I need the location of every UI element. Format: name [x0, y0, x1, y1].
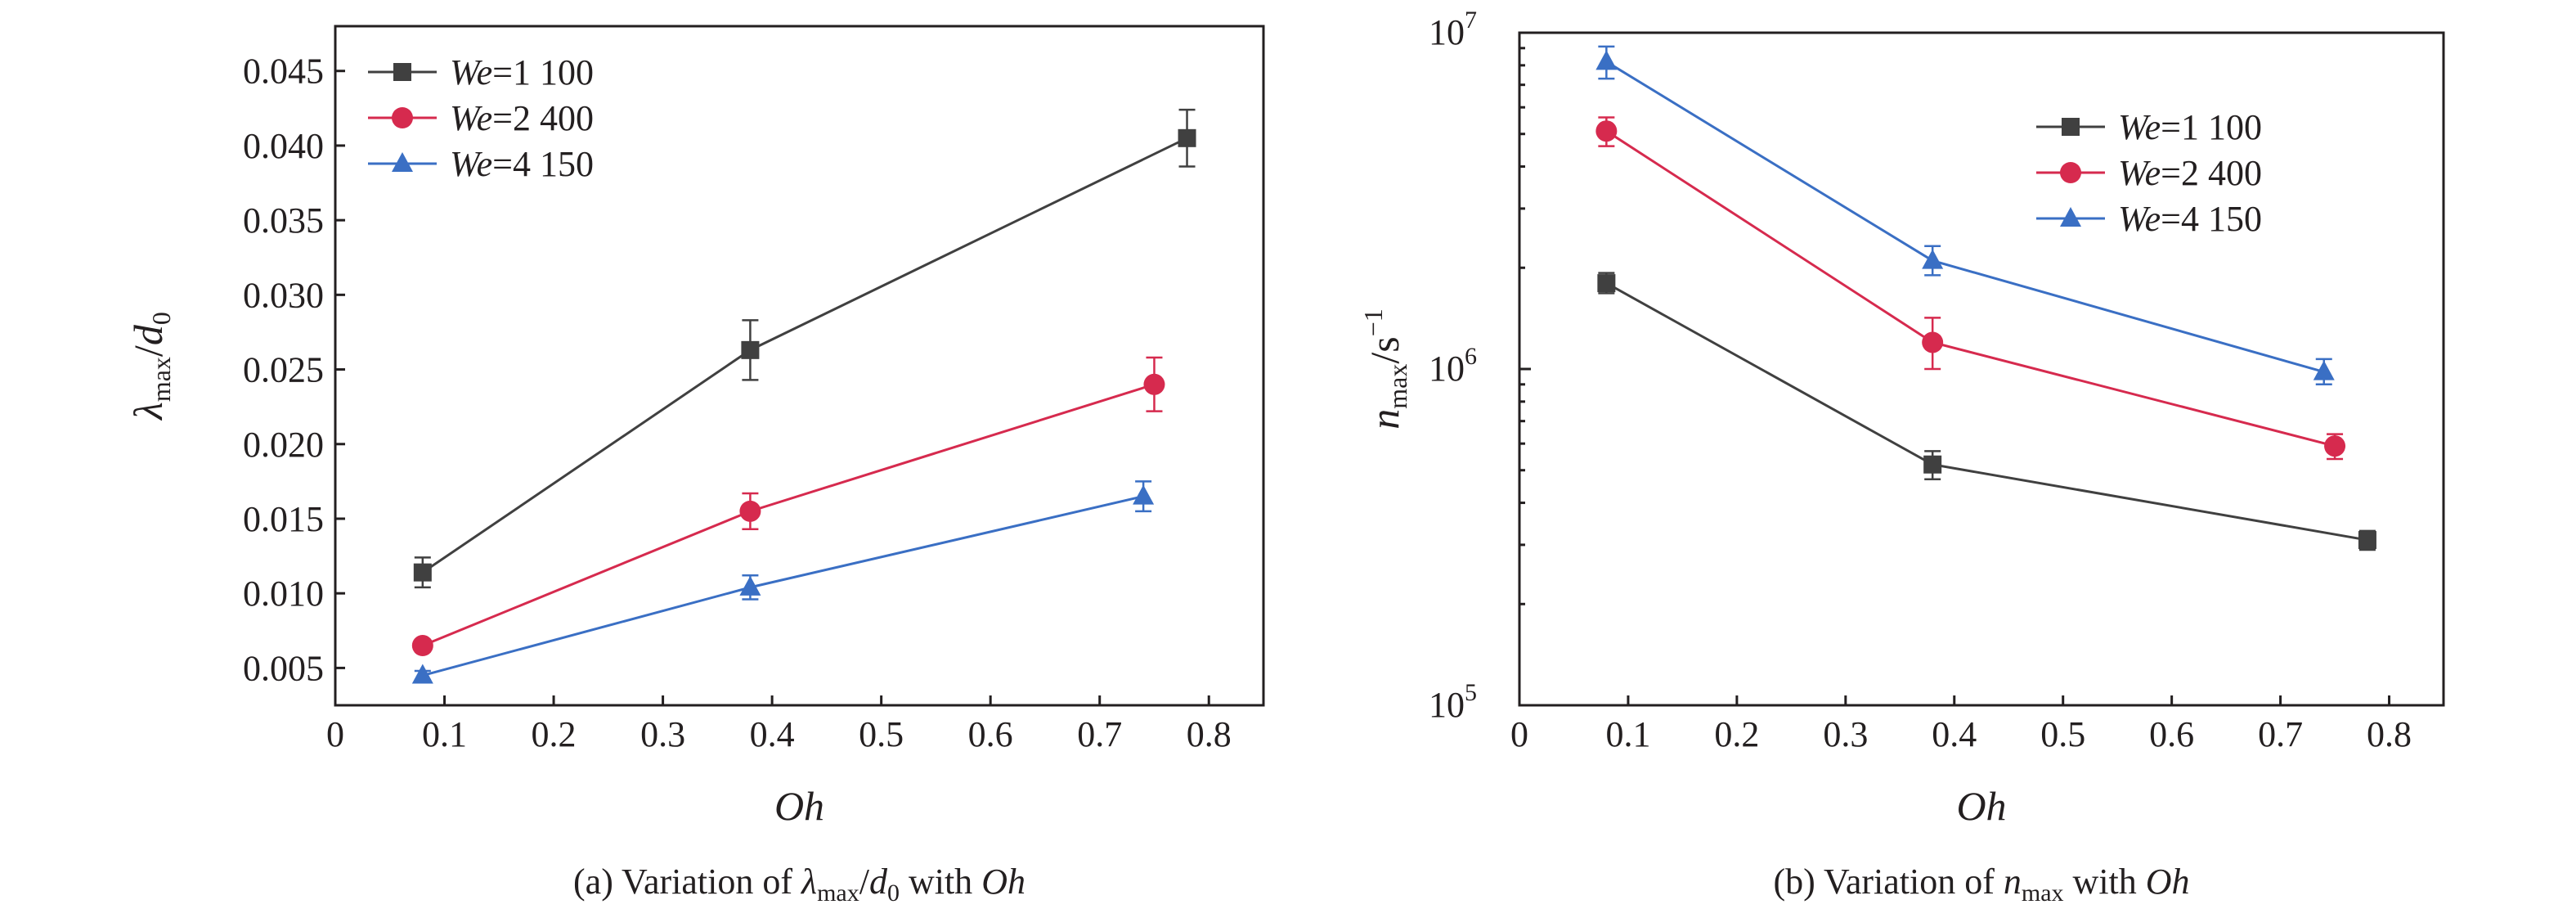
series-1	[413, 108, 1196, 589]
legend-label: We=1 100	[450, 52, 594, 92]
legend-marker	[2062, 118, 2080, 136]
data-point	[413, 563, 432, 582]
x-tick-label: 0.1	[422, 714, 467, 754]
y-tick-label: 0.015	[243, 499, 324, 539]
y-tick-label: 105	[1429, 679, 1477, 725]
data-point	[1178, 128, 1196, 147]
x-tick-label: 0.2	[1714, 714, 1759, 754]
plot-frame	[334, 25, 1265, 707]
legend-label: We=4 150	[2118, 199, 2262, 239]
data-point	[2324, 435, 2346, 457]
x-tick-label: 0	[1510, 714, 1528, 754]
legend-marker	[2060, 162, 2081, 183]
legend-marker	[392, 107, 413, 128]
y-axis-title: λmax/d0	[125, 312, 176, 421]
y-tick-label: 0.010	[243, 574, 324, 614]
x-tick-label: 0.5	[2040, 714, 2085, 754]
figure-caption: (b) Variation of nmax with Oh	[1773, 862, 2189, 907]
x-tick-label: 0.4	[1932, 714, 1977, 754]
data-point	[1595, 50, 1618, 70]
data-point	[411, 635, 433, 657]
series-3	[1595, 45, 2335, 386]
y-tick-label: 0.035	[243, 200, 324, 241]
legend: We=1 100 We=2 400 We=4 150	[368, 52, 594, 184]
panel-b: 0 0.1 0.2 0.3 0.4 0.5 0.6 0.7 0.8 105 106 107 We=1 1…	[1358, 7, 2445, 907]
y-tick-label: 0.005	[243, 648, 324, 688]
x-tick-label: 0.6	[2149, 714, 2194, 754]
series-line	[421, 137, 1188, 574]
series-2	[1595, 116, 2346, 461]
series-line	[422, 495, 1144, 677]
plot-frame	[1518, 31, 2445, 707]
series-2	[411, 356, 1165, 657]
figure-caption: (a) Variation of λmax/d0 with Oh	[573, 862, 1025, 907]
data-point	[1595, 120, 1618, 142]
series-line	[1605, 281, 2368, 542]
x-tick-label: 0.3	[1823, 714, 1868, 754]
legend-marker	[393, 63, 411, 81]
x-tick-label: 0.1	[1605, 714, 1650, 754]
panel-a: 0 0.1 0.2 0.3 0.4 0.5 0.6 0.7 0.8 0.005 0.010 0.015…	[125, 25, 1265, 907]
data-point	[1133, 484, 1155, 505]
x-tick-label: 0.7	[2258, 714, 2303, 754]
y-tick-label: 0.025	[243, 350, 324, 390]
y-tick-label: 0.045	[243, 52, 324, 92]
x-axis-title: Oh	[774, 783, 824, 829]
legend-label: We=2 400	[2118, 153, 2262, 193]
x-tick-label: 0.7	[1077, 714, 1122, 754]
y-tick-label: 0.020	[243, 425, 324, 465]
x-tick-label: 0.3	[640, 714, 685, 754]
x-tick-label: 0.2	[532, 714, 577, 754]
legend: We=1 100 We=2 400 We=4 150	[2036, 107, 2262, 239]
data-point	[1922, 249, 1944, 269]
data-point	[2358, 531, 2376, 550]
y-axis-title: nmax/s−1	[1358, 308, 1412, 430]
x-axis-title: Oh	[1956, 783, 2006, 829]
x-tick-label: 0.6	[968, 714, 1013, 754]
series-line	[422, 383, 1155, 647]
data-point	[1143, 373, 1165, 395]
legend-label: We=4 150	[450, 144, 594, 184]
data-point	[1597, 274, 1616, 293]
x-tick-label: 0.5	[859, 714, 904, 754]
legend-label: We=1 100	[2118, 107, 2262, 147]
series-1	[1597, 272, 2376, 551]
legend-marker	[2060, 207, 2081, 227]
y-tick-label: 0.030	[243, 275, 324, 315]
x-tick-label: 0.8	[2367, 714, 2412, 754]
legend-marker	[392, 152, 413, 172]
series-3	[411, 480, 1155, 684]
x-tick-label: 0.4	[750, 714, 795, 754]
legend-label: We=2 400	[450, 98, 594, 138]
data-point	[739, 575, 761, 596]
data-point	[741, 340, 760, 359]
data-point	[411, 664, 433, 684]
y-tick-label: 107	[1429, 7, 1477, 52]
data-point	[2313, 360, 2335, 380]
y-tick-label: 106	[1429, 343, 1477, 389]
x-tick-label: 0.8	[1187, 714, 1232, 754]
data-point	[1923, 455, 1942, 474]
data-point	[739, 500, 761, 522]
y-tick-label: 0.040	[243, 126, 324, 166]
x-tick-label: 0	[326, 714, 344, 754]
data-point	[1922, 331, 1944, 353]
